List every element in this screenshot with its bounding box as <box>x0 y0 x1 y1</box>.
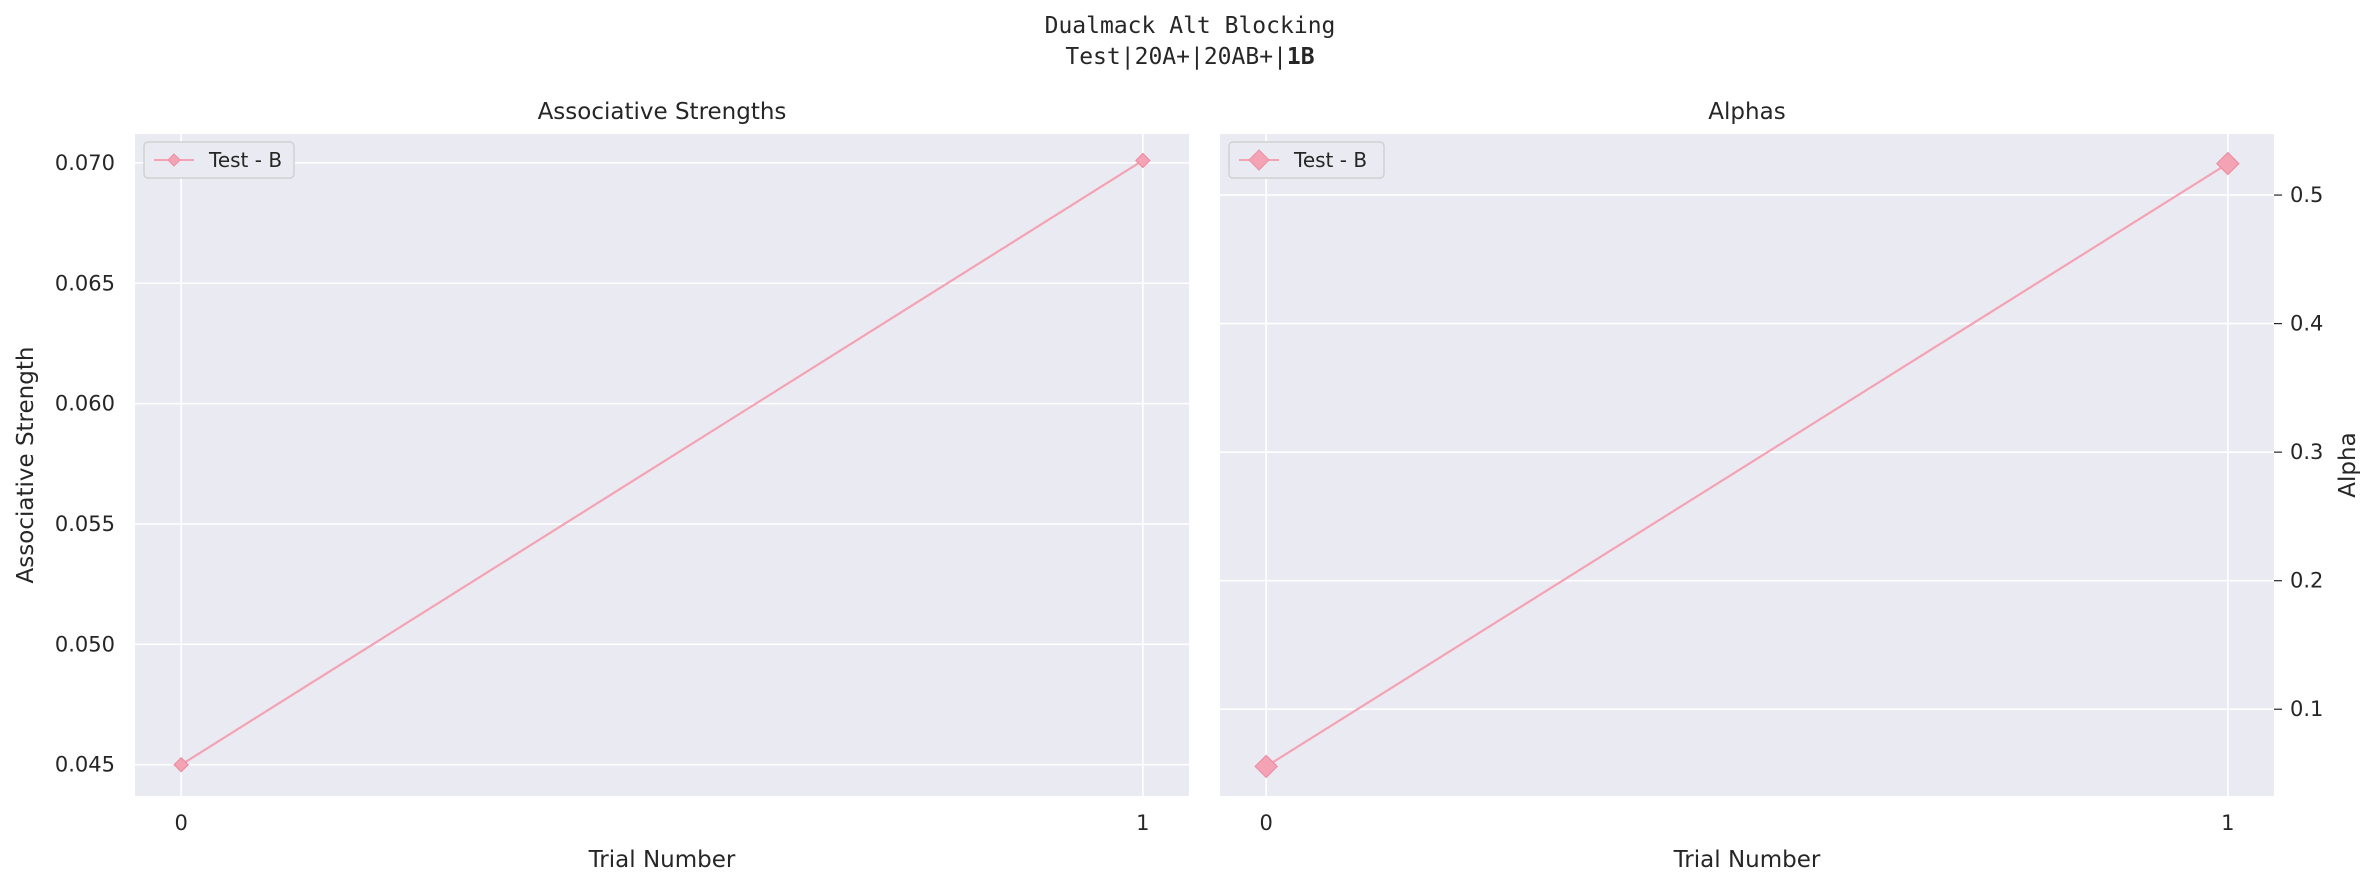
x-axis-label: Trial Number <box>1673 847 1821 873</box>
legend-marker <box>167 153 181 167</box>
chart-title: Alphas <box>1708 99 1785 125</box>
legend: Test - B <box>1228 141 1385 179</box>
legend-label: Test - B <box>1293 148 1367 172</box>
x-grid <box>180 134 1144 796</box>
y-tick-label: 0.060 <box>55 392 115 416</box>
y-axis-label: Alpha <box>2335 432 2361 497</box>
y-tick-label: 0.3 <box>2290 440 2323 464</box>
legend: Test - B <box>143 141 295 179</box>
series-lines <box>180 159 1144 766</box>
x-tick-label: 1 <box>2221 811 2234 835</box>
series-markers <box>1254 151 2240 779</box>
x-axis-label: Trial Number <box>588 847 736 873</box>
series-lines <box>1265 162 2229 768</box>
y-tick-label: 0.4 <box>2290 312 2323 336</box>
legend-marker <box>1248 149 1270 171</box>
x-tick-label: 0 <box>1259 811 1272 835</box>
legend-box <box>143 141 295 179</box>
chart-title: Associative Strengths <box>538 99 787 125</box>
legend-label: Test - B <box>208 148 282 172</box>
plot-area <box>135 134 1189 796</box>
y-tick-label: 0.070 <box>55 151 115 175</box>
y-ticks: 0.1 0.2 0.3 0.4 0.5 <box>2274 183 2323 721</box>
y-tick-label: 0.1 <box>2290 697 2323 721</box>
y-grid <box>1220 194 2274 711</box>
figure-subtitle-bold: 1B <box>1287 44 1315 70</box>
x-tick-label: 0 <box>174 811 187 835</box>
series-markers <box>173 152 1151 773</box>
y-tick-label: 0.045 <box>55 753 115 777</box>
figure-subtitle-prefix: Test|20A+|20AB+| <box>1065 44 1287 70</box>
x-grid <box>1265 134 2229 796</box>
y-tick-label: 0.5 <box>2290 183 2323 207</box>
y-axis-label: Associative Strength <box>13 347 39 584</box>
figure-title: Dualmack Alt Blocking <box>1045 13 1336 39</box>
y-tick-label: 0.050 <box>55 632 115 656</box>
y-tick-label: 0.2 <box>2290 569 2323 593</box>
y-grid <box>135 162 1189 766</box>
y-ticks: 0.045 0.050 0.055 0.060 0.065 0.070 <box>55 151 115 777</box>
data-point-marker <box>1254 754 1279 779</box>
series-line <box>1265 162 2229 768</box>
series-line <box>180 159 1144 766</box>
x-tick-label: 1 <box>1136 811 1149 835</box>
data-point-marker <box>2215 151 2240 176</box>
y-tick-label: 0.065 <box>55 271 115 295</box>
data-point-marker <box>1134 152 1151 169</box>
y-tick-label: 0.055 <box>55 512 115 536</box>
data-point-marker <box>173 756 190 773</box>
figure-subtitle: Test|20A+|20AB+|1B <box>1065 44 1314 70</box>
legend-box <box>1228 141 1385 179</box>
